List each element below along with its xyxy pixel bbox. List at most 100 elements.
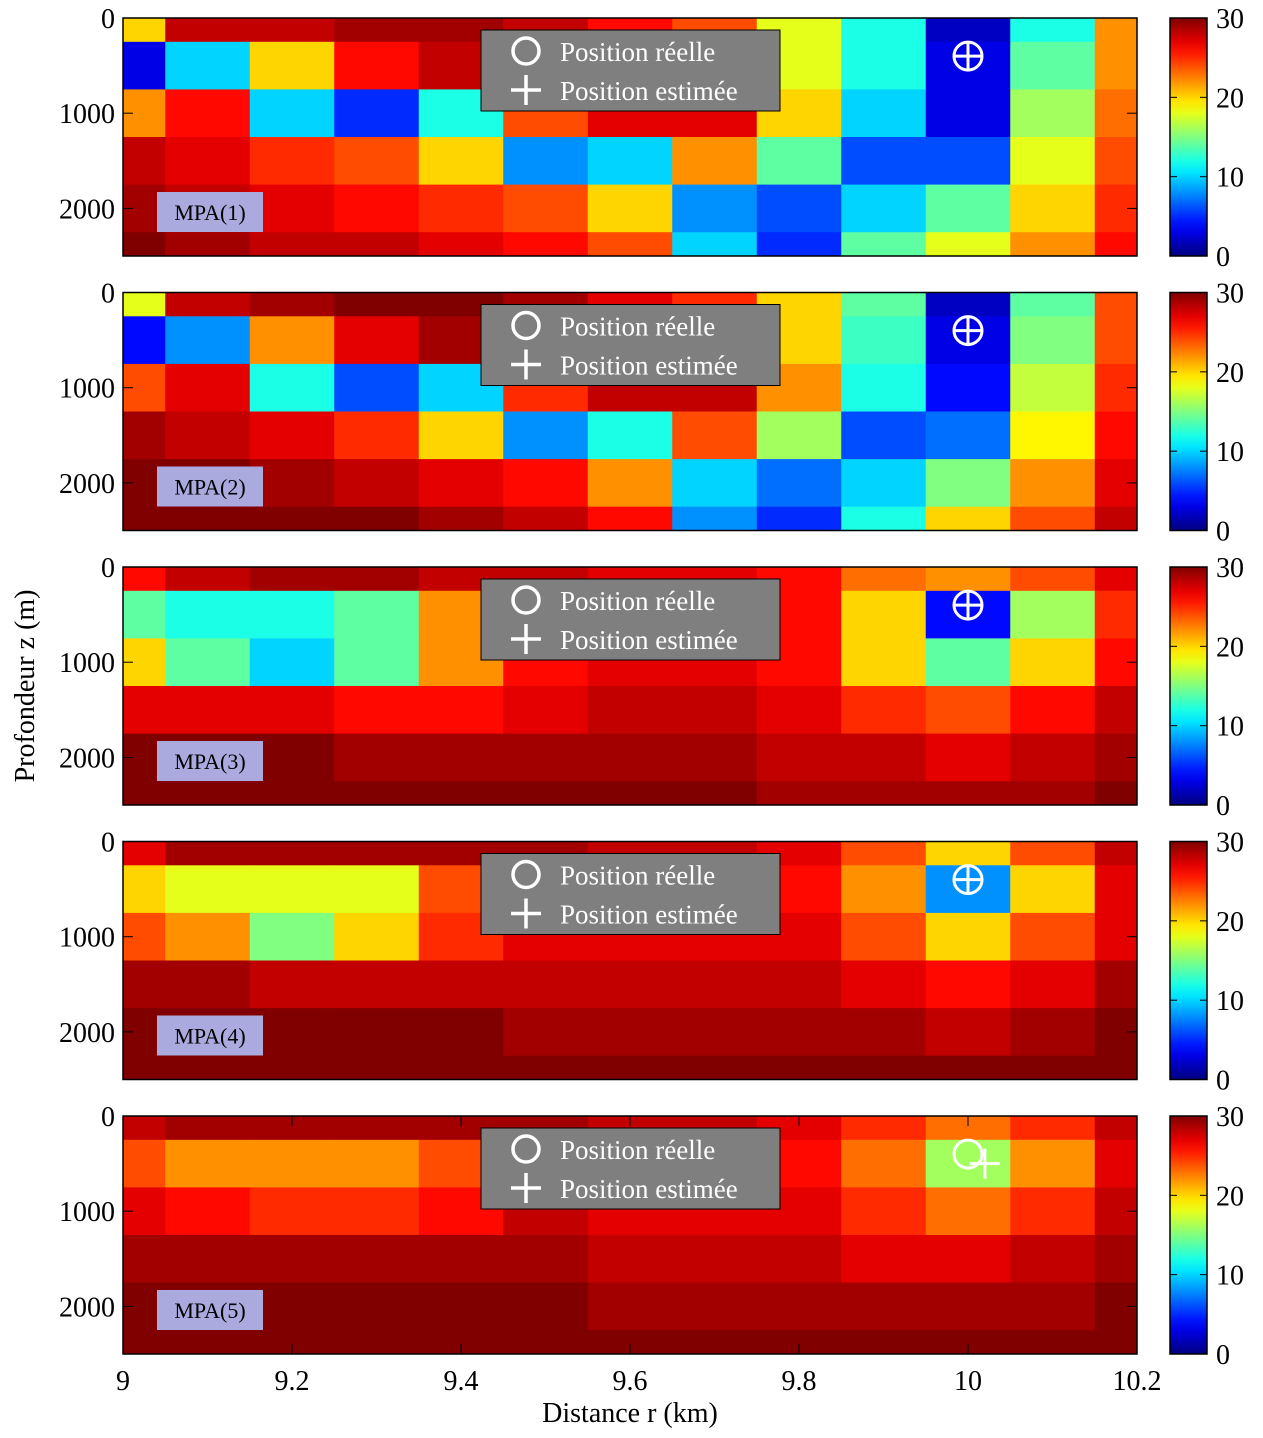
x-tick-label: 9.6 — [613, 1366, 648, 1397]
heatmap-cell — [1094, 841, 1137, 866]
heatmap-cell — [841, 841, 927, 866]
heatmap-cell — [418, 733, 504, 782]
heatmap-cell — [925, 841, 1011, 866]
y-tick-label: 0 — [101, 4, 115, 35]
heatmap-cell — [165, 960, 251, 1009]
heatmap-cell — [334, 912, 420, 962]
heatmap-cell — [1010, 1008, 1096, 1057]
heatmap-cell — [841, 638, 927, 687]
heatmap-cell — [249, 781, 335, 805]
legend-label: Position estimée — [560, 351, 738, 381]
x-tick-label: 10.2 — [1113, 1366, 1162, 1397]
heatmap-cell — [1010, 865, 1096, 914]
heatmap-cell — [841, 184, 927, 233]
x-tick-label: 9.8 — [782, 1366, 817, 1397]
heatmap-cell — [334, 316, 420, 365]
heatmap-cell — [672, 411, 758, 460]
heatmap-cell — [756, 411, 842, 460]
colorbar-tick-label: 20 — [1216, 907, 1244, 938]
colorbar-tick-label: 30 — [1216, 828, 1244, 859]
heatmap-cell — [841, 18, 927, 43]
heatmap-cell — [249, 89, 335, 138]
heatmap-cell — [334, 1282, 420, 1331]
heatmap-cell — [334, 1235, 420, 1284]
heatmap-cell — [925, 960, 1011, 1009]
heatmap-cell — [418, 184, 504, 233]
heatmap-cell — [587, 1282, 673, 1331]
heatmap-cell — [1010, 1139, 1096, 1188]
heatmap-cell — [249, 841, 335, 866]
heatmap-cell — [587, 411, 673, 460]
plot-frame — [122, 17, 1138, 257]
heatmap-cell — [418, 1008, 504, 1057]
y-tick-label: 1000 — [59, 923, 115, 954]
heatmap-cell — [1094, 292, 1137, 317]
plot-frame — [122, 291, 1138, 532]
colorbar-tick-label: 20 — [1216, 1181, 1244, 1212]
plot-frame — [122, 840, 1138, 1081]
heatmap-cell — [756, 459, 842, 508]
colorbar-tick-label: 30 — [1216, 1102, 1244, 1133]
legend-label: Position réelle — [560, 1135, 715, 1165]
heatmap-cell — [123, 292, 166, 317]
heatmap-cell — [1010, 459, 1096, 508]
heatmap-cell — [672, 1282, 758, 1331]
heatmap-cell — [249, 292, 335, 317]
heatmap-cell — [165, 590, 251, 639]
heatmap-cell — [249, 137, 335, 186]
legend-box — [480, 304, 781, 386]
heatmap-cell — [841, 1235, 927, 1284]
colorbar-tick-label: 20 — [1216, 83, 1244, 114]
heatmap-cell — [672, 1008, 758, 1057]
heatmap-cell — [249, 733, 335, 782]
heatmap-cell — [418, 686, 504, 735]
heatmap-cell — [123, 411, 166, 460]
colorbar-tick-label: 0 — [1216, 1340, 1230, 1371]
panel-label-box — [157, 1290, 263, 1330]
colorbar — [1169, 291, 1208, 532]
heatmap-cell — [334, 686, 420, 735]
heatmap-cell — [334, 1008, 420, 1057]
colorbar-tick-label: 20 — [1216, 358, 1244, 389]
heatmap-cell — [1094, 686, 1137, 735]
y-tick-label: 2000 — [59, 469, 115, 500]
heatmap-cell — [841, 506, 927, 531]
colorbar-tick-label: 10 — [1216, 437, 1244, 468]
heatmap-cell — [1094, 781, 1137, 805]
heatmap-cell — [587, 137, 673, 186]
heatmap-cell — [672, 686, 758, 735]
colorbar — [1169, 1115, 1208, 1355]
heatmap-cell — [123, 1055, 166, 1080]
colorbar — [1169, 566, 1208, 806]
colorbar-tick-label: 0 — [1216, 242, 1230, 273]
heatmap-cell — [672, 184, 758, 233]
heatmap-cell — [249, 316, 335, 365]
panel-label: MPA(5) — [174, 1298, 245, 1323]
heatmap-cell — [334, 1330, 420, 1354]
heatmap-cell — [925, 137, 1011, 186]
heatmap-cell — [925, 1282, 1011, 1331]
y-tick-label: 2000 — [59, 194, 115, 225]
heatmap-cell — [123, 137, 166, 186]
legend-plus — [511, 349, 541, 380]
heatmap-cell — [334, 506, 420, 531]
heatmap-cell — [165, 865, 251, 914]
heatmap-cell — [841, 590, 927, 639]
heatmap-cell — [165, 363, 251, 413]
heatmap-cell — [925, 912, 1011, 962]
colorbar-tick-label: 0 — [1216, 1066, 1230, 1097]
x-tick-label: 9.2 — [275, 1366, 310, 1397]
heatmap-cell — [672, 506, 758, 531]
heatmap-cell — [123, 841, 166, 866]
heatmap-cell — [123, 1139, 166, 1188]
heatmap-cell — [165, 781, 251, 805]
estimated-position — [953, 590, 983, 621]
heatmap-cell — [249, 638, 335, 687]
heatmap-cell — [925, 686, 1011, 735]
heatmap-cell — [123, 18, 166, 43]
heatmap-cell — [503, 459, 589, 508]
heatmap-cell — [925, 18, 1011, 43]
heatmap-cell — [123, 1116, 166, 1141]
heatmap-cell — [1010, 733, 1096, 782]
heatmap-cell — [1010, 638, 1096, 687]
